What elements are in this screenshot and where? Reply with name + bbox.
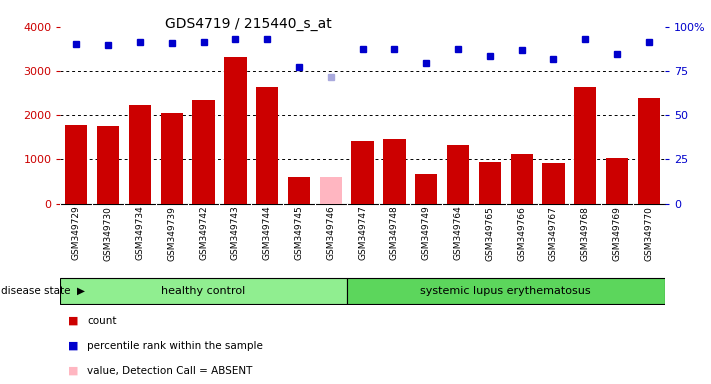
Text: GSM349745: GSM349745 [294, 206, 304, 260]
Text: systemic lupus erythematosus: systemic lupus erythematosus [420, 286, 591, 296]
Text: GSM349770: GSM349770 [644, 206, 653, 261]
Bar [224, 57, 247, 204]
Bar [510, 154, 533, 204]
Bar [479, 162, 501, 204]
Text: GSM349729: GSM349729 [72, 206, 81, 260]
Bar [97, 126, 119, 204]
Text: GSM349742: GSM349742 [199, 206, 208, 260]
Bar [347, 278, 665, 304]
Bar [447, 145, 469, 204]
Bar [60, 278, 347, 304]
Text: GDS4719 / 215440_s_at: GDS4719 / 215440_s_at [166, 17, 332, 31]
Text: GSM349765: GSM349765 [486, 206, 494, 261]
Bar [638, 98, 660, 204]
Bar [193, 100, 215, 204]
Text: ■: ■ [68, 366, 78, 376]
Text: ■: ■ [68, 341, 78, 351]
Bar [161, 113, 183, 204]
Text: GSM349749: GSM349749 [422, 206, 431, 260]
Bar [383, 139, 405, 204]
Bar [320, 177, 342, 204]
Bar [415, 174, 437, 204]
Text: GSM349743: GSM349743 [231, 206, 240, 260]
Bar [351, 141, 374, 204]
Text: GSM349730: GSM349730 [104, 206, 112, 261]
Text: GSM349764: GSM349764 [454, 206, 463, 260]
Text: GSM349766: GSM349766 [517, 206, 526, 261]
Text: GSM349734: GSM349734 [136, 206, 144, 260]
Text: GSM349768: GSM349768 [581, 206, 589, 261]
Bar [129, 106, 151, 204]
Text: GSM349746: GSM349746 [326, 206, 336, 260]
Text: GSM349747: GSM349747 [358, 206, 367, 260]
Text: GSM349748: GSM349748 [390, 206, 399, 260]
Text: healthy control: healthy control [161, 286, 246, 296]
Bar [606, 159, 629, 204]
Text: disease state  ▶: disease state ▶ [1, 286, 85, 296]
Bar [574, 87, 597, 204]
Text: GSM349767: GSM349767 [549, 206, 558, 261]
Text: count: count [87, 316, 117, 326]
Text: ■: ■ [68, 316, 78, 326]
Text: percentile rank within the sample: percentile rank within the sample [87, 341, 263, 351]
Bar [288, 177, 310, 204]
Bar [65, 125, 87, 204]
Text: GSM349769: GSM349769 [613, 206, 621, 261]
Text: value, Detection Call = ABSENT: value, Detection Call = ABSENT [87, 366, 253, 376]
Text: GSM349739: GSM349739 [167, 206, 176, 261]
Bar [542, 163, 565, 204]
Text: GSM349744: GSM349744 [262, 206, 272, 260]
Bar [256, 87, 278, 204]
